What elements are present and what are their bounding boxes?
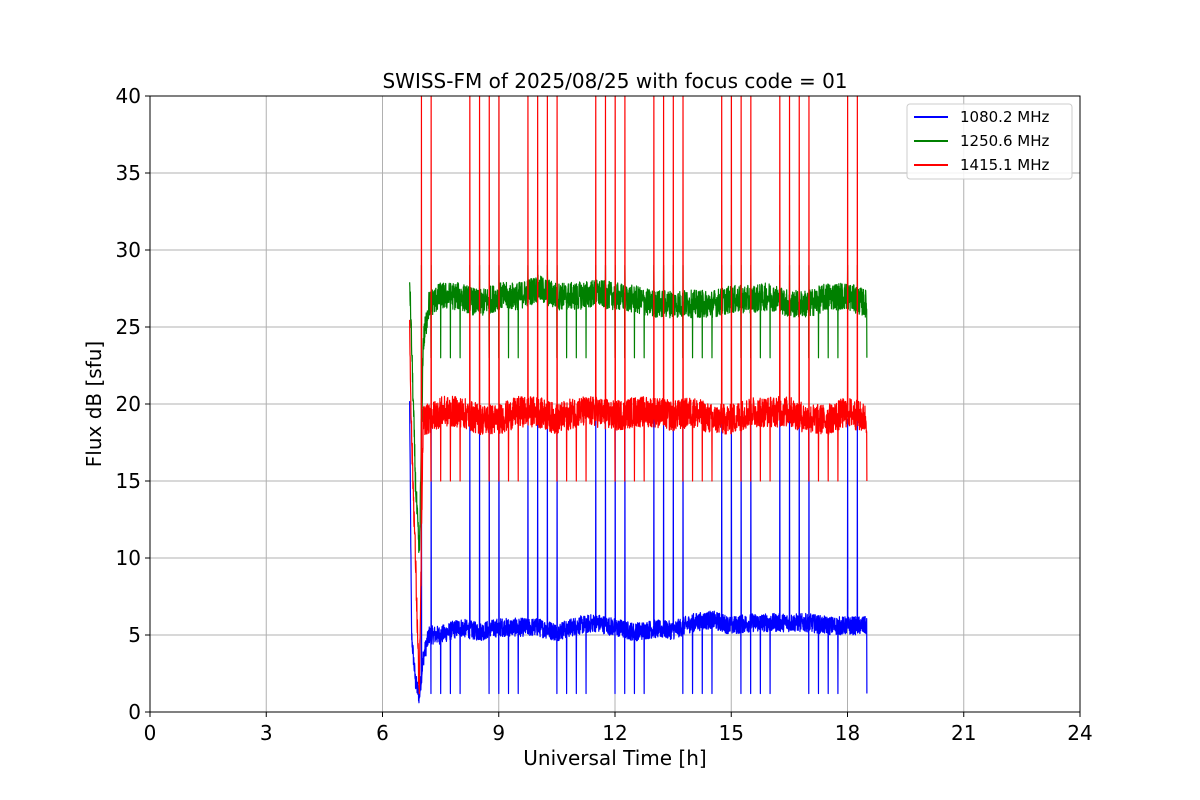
y-tick-label: 35 [116, 161, 141, 185]
x-tick-label: 3 [260, 721, 273, 745]
y-tick-label: 0 [128, 700, 141, 724]
x-axis: 0 3 6 9 12 15 18 21 24 [144, 712, 1093, 745]
legend: 1080.2 MHz 1250.6 MHz 1415.1 MHz [906, 103, 1073, 180]
y-tick-label: 15 [116, 469, 141, 493]
x-tick-label: 0 [144, 721, 157, 745]
series-line [409, 264, 868, 553]
series-line [409, 401, 868, 704]
legend-label: 1415.1 MHz [960, 156, 1049, 174]
y-tick-label: 20 [116, 392, 141, 416]
y-tick-label: 5 [128, 623, 141, 647]
legend-label: 1080.2 MHz [960, 108, 1049, 126]
x-tick-label: 24 [1067, 721, 1092, 745]
x-tick-label: 21 [951, 721, 976, 745]
y-axis-label: Flux dB [sfu] [82, 341, 106, 467]
series-layer [409, 95, 868, 704]
legend-label: 1250.6 MHz [960, 132, 1049, 150]
y-tick-label: 10 [116, 546, 141, 570]
x-tick-label: 12 [602, 721, 627, 745]
y-tick-label: 40 [116, 84, 141, 108]
x-tick-label: 6 [376, 721, 389, 745]
series-line [409, 95, 868, 695]
x-axis-label: Universal Time [h] [523, 746, 706, 770]
x-tick-label: 18 [835, 721, 860, 745]
y-tick-label: 30 [116, 238, 141, 262]
x-tick-label: 15 [719, 721, 744, 745]
legend-box [906, 103, 1073, 180]
x-tick-label: 9 [492, 721, 505, 745]
y-tick-label: 25 [116, 315, 141, 339]
y-axis: 0 5 10 15 20 25 30 35 40 [116, 84, 150, 724]
chart-title: SWISS-FM of 2025/08/25 with focus code =… [382, 69, 847, 93]
